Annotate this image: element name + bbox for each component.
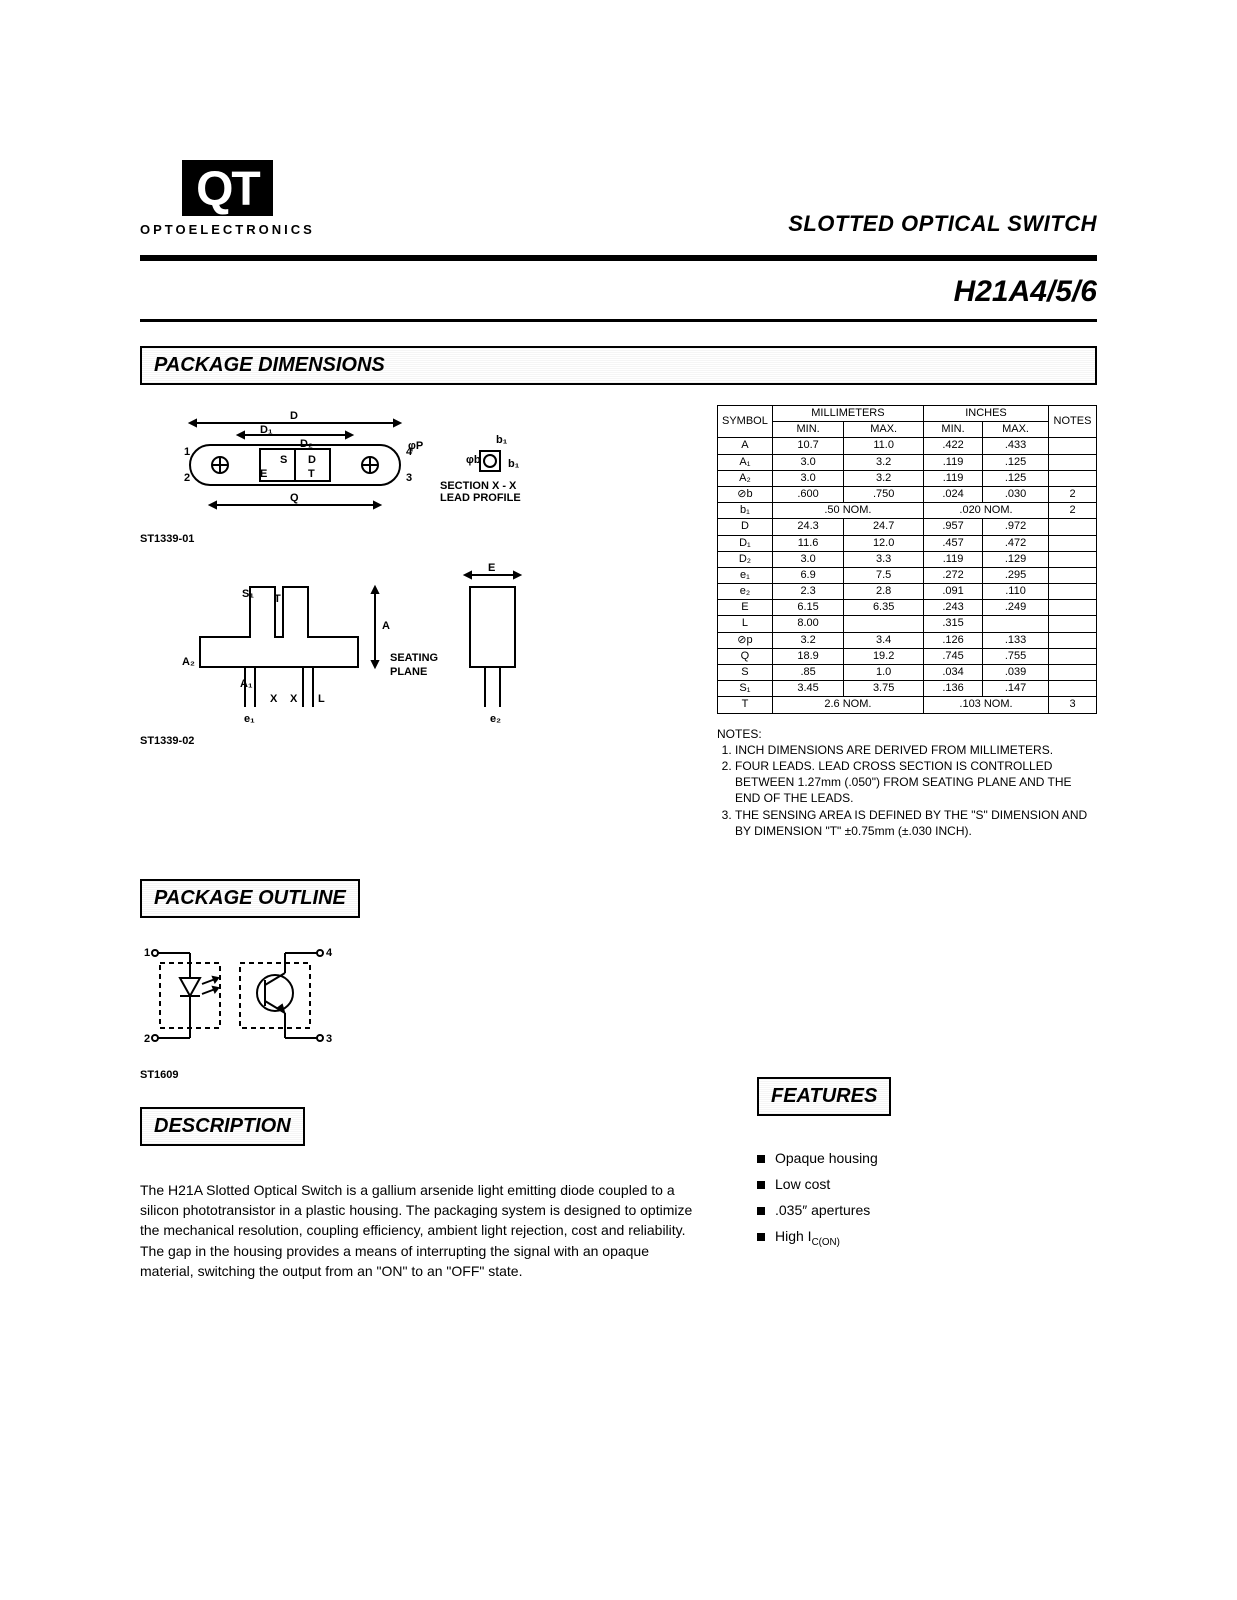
part-number: H21A4/5/6: [954, 275, 1097, 308]
svg-text:T: T: [274, 593, 281, 605]
logo: QT OPTOELECTRONICS: [140, 160, 315, 237]
svg-text:e₂: e₂: [490, 713, 501, 725]
svg-text:T: T: [308, 468, 315, 480]
svg-text:e₁: e₁: [244, 713, 255, 725]
svg-text:LEAD PROFILE: LEAD PROFILE: [440, 492, 521, 504]
svg-text:φP: φP: [408, 440, 423, 452]
svg-text:A: A: [382, 620, 390, 632]
part-number-row: H21A4/5/6: [140, 261, 1097, 319]
table-row: Q18.919.2.745.755: [718, 648, 1097, 664]
product-title: SLOTTED OPTICAL SWITCH: [788, 211, 1097, 237]
svg-text:E: E: [488, 562, 495, 574]
svg-text:E: E: [260, 468, 267, 480]
svg-text:b₁: b₁: [496, 434, 508, 446]
section-heading-features: FEATURES: [757, 1077, 891, 1116]
svg-text:4: 4: [326, 947, 333, 959]
table-row: L8.00.315: [718, 616, 1097, 632]
table-row: b₁.50 NOM..020 NOM.2: [718, 503, 1097, 519]
feature-item: Low cost: [757, 1176, 1097, 1192]
drawing-ref-side: ST1339-02: [140, 735, 687, 747]
table-row: A10.711.0.422.433: [718, 438, 1097, 454]
table-row: e₂2.32.8.091.110: [718, 584, 1097, 600]
package-outline-schematic: 1 2 4 3: [140, 938, 340, 1058]
feature-item: Opaque housing: [757, 1150, 1097, 1166]
svg-text:D: D: [290, 410, 298, 422]
th-mm-min: MIN.: [772, 422, 843, 438]
svg-text:D₁: D₁: [260, 424, 273, 436]
svg-text:2: 2: [184, 472, 190, 484]
table-row: A₂3.03.2.119.125: [718, 470, 1097, 486]
table-row: D24.324.7.957.972: [718, 519, 1097, 535]
svg-text:φb: φb: [466, 454, 481, 466]
svg-text:PLANE: PLANE: [390, 666, 427, 678]
svg-text:D₂: D₂: [300, 438, 313, 450]
th-notes: NOTES: [1049, 406, 1097, 438]
section-heading-dimensions: PACKAGE DIMENSIONS: [140, 346, 1097, 385]
note-item: THE SENSING AREA IS DEFINED BY THE "S" D…: [735, 807, 1097, 839]
svg-text:A₂: A₂: [182, 656, 195, 668]
feature-item: .035″ apertures: [757, 1202, 1097, 1218]
table-row: T2.6 NOM..103 NOM.3: [718, 697, 1097, 713]
svg-text:1: 1: [144, 947, 150, 959]
drawing-ref-outline: ST1609: [140, 1069, 697, 1081]
table-row: D₂3.03.3.119.129: [718, 551, 1097, 567]
svg-text:1: 1: [184, 446, 190, 458]
table-row: ⊘b.600.750.024.0302: [718, 486, 1097, 502]
description-text: The H21A Slotted Optical Switch is a gal…: [140, 1180, 697, 1281]
table-column: SYMBOL MILLIMETERS INCHES NOTES MIN. MAX…: [717, 405, 1097, 839]
th-in-max: MAX.: [983, 422, 1049, 438]
th-in-min: MIN.: [923, 422, 982, 438]
table-row: S₁3.453.75.136.147: [718, 681, 1097, 697]
table-row: A₁3.03.2.119.125: [718, 454, 1097, 470]
svg-text:3: 3: [406, 472, 412, 484]
drawings-column: D D₁ D₂ Q 12 43 SD ET φP b₁ φbb₁ SECTION…: [140, 405, 687, 747]
rule-thin: [140, 319, 1097, 322]
section-heading-outline: PACKAGE OUTLINE: [140, 879, 360, 918]
th-symbol: SYMBOL: [718, 406, 773, 438]
th-in: INCHES: [923, 406, 1048, 422]
package-top-drawing: D D₁ D₂ Q 12 43 SD ET φP b₁ φbb₁ SECTION…: [140, 405, 560, 525]
svg-text:SECTION X - X: SECTION X - X: [440, 480, 517, 492]
notes-block: NOTES: INCH DIMENSIONS ARE DERIVED FROM …: [717, 726, 1097, 839]
section-heading-description: DESCRIPTION: [140, 1107, 305, 1146]
svg-text:L: L: [318, 693, 325, 705]
svg-text:X: X: [290, 693, 298, 705]
dimensions-table: SYMBOL MILLIMETERS INCHES NOTES MIN. MAX…: [717, 405, 1097, 714]
th-mm: MILLIMETERS: [772, 406, 923, 422]
page-header: QT OPTOELECTRONICS SLOTTED OPTICAL SWITC…: [140, 160, 1097, 237]
lower-grid: PACKAGE OUTLINE: [140, 879, 1097, 1281]
note-item: FOUR LEADS. LEAD CROSS SECTION IS CONTRO…: [735, 758, 1097, 807]
svg-text:S: S: [280, 454, 287, 466]
svg-text:SEATING: SEATING: [390, 652, 438, 664]
svg-text:A₁: A₁: [240, 678, 253, 690]
table-row: D₁11.612.0.457.472: [718, 535, 1097, 551]
table-row: ⊘p3.23.4.126.133: [718, 632, 1097, 648]
logo-subtext: OPTOELECTRONICS: [140, 222, 315, 237]
svg-text:D: D: [308, 454, 316, 466]
dimensions-row: D D₁ D₂ Q 12 43 SD ET φP b₁ φbb₁ SECTION…: [140, 405, 1097, 839]
left-column: PACKAGE OUTLINE: [140, 879, 697, 1281]
logo-text: QT: [182, 160, 273, 216]
drawing-ref-top: ST1339-01: [140, 533, 687, 545]
th-mm-max: MAX.: [844, 422, 924, 438]
svg-text:S₁: S₁: [242, 588, 254, 600]
feature-item: High IC(ON): [757, 1228, 1097, 1248]
svg-text:Q: Q: [290, 492, 299, 504]
svg-text:2: 2: [144, 1033, 150, 1045]
notes-heading: NOTES:: [717, 726, 1097, 742]
table-row: E6.156.35.243.249: [718, 600, 1097, 616]
svg-text:X: X: [270, 693, 278, 705]
table-row: S.851.0.034.039: [718, 665, 1097, 681]
package-side-drawing: A A₂ A₁ T S₁ L XX e₁ e₂ E SEATING PLANE: [140, 557, 560, 727]
svg-text:3: 3: [326, 1033, 332, 1045]
svg-text:b₁: b₁: [508, 458, 520, 470]
table-row: e₁6.97.5.272.295: [718, 567, 1097, 583]
right-column: FEATURES Opaque housing Low cost .035″ ape…: [757, 879, 1097, 1258]
features-list: Opaque housing Low cost .035″ apertures Hig…: [757, 1150, 1097, 1248]
note-item: INCH DIMENSIONS ARE DERIVED FROM MILLIME…: [735, 742, 1097, 758]
